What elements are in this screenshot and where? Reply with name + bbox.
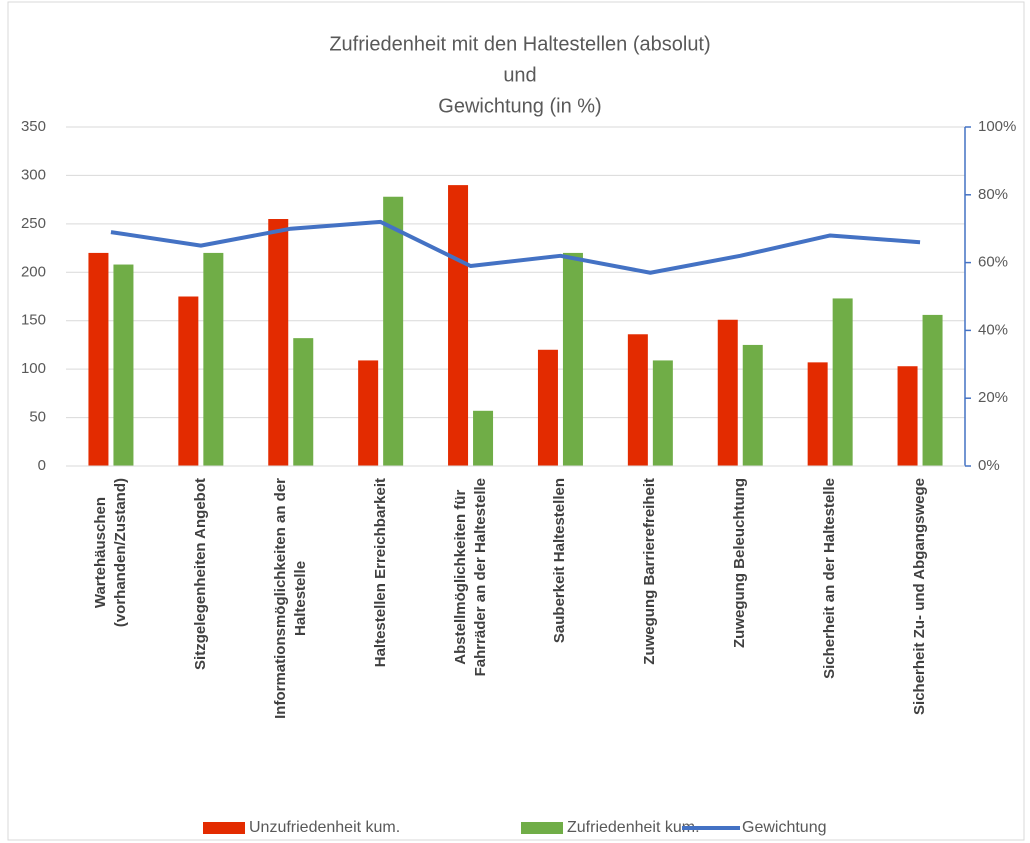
bar	[448, 185, 469, 466]
bar	[627, 334, 648, 466]
bar	[473, 410, 494, 466]
legend-label: Gewichtung	[742, 819, 827, 836]
chart-title: Zufriedenheit mit den Haltestellen (abso…	[329, 33, 710, 55]
bar	[203, 252, 224, 466]
x-tick-label: Wartehäuschen (vorhanden/Zustand)	[91, 478, 129, 628]
y-tick-label: 0	[38, 457, 46, 474]
y2-tick-label: 100%	[978, 118, 1016, 135]
bar	[897, 366, 918, 466]
y-tick-label: 350	[21, 118, 46, 135]
bar	[562, 252, 583, 466]
legend-swatch	[521, 822, 563, 834]
y2-tick-label: 40%	[978, 321, 1008, 338]
x-tick-label: Zuwegung Barrierefreiheit	[641, 478, 659, 665]
bar	[358, 360, 379, 466]
x-tick-label: Sauberkeit Haltestellen	[551, 478, 569, 644]
y-tick-label: 250	[21, 215, 46, 232]
bar	[268, 219, 289, 466]
x-tick-label: Sicherheit an der Haltestelle	[821, 478, 839, 679]
y2-tick-label: 80%	[978, 186, 1008, 203]
bar	[88, 252, 109, 466]
bar	[717, 319, 738, 466]
x-tick-label: Sitzgelegenheiten Angebot	[191, 478, 209, 670]
x-tick-label: Zuwegung Beleuchtung	[731, 478, 749, 648]
y-tick-label: 150	[21, 312, 46, 329]
x-tick-label: Sicherheit Zu- und Abgangswege	[911, 478, 929, 715]
x-tick-label: Haltestellen Erreichbarkeit	[371, 478, 389, 668]
bar	[652, 360, 673, 466]
bar	[178, 296, 199, 466]
chart-border	[7, 1, 1025, 841]
line-series	[110, 219, 921, 275]
y-tick-label: 200	[21, 263, 46, 280]
y2-tick-label: 20%	[978, 389, 1008, 406]
chart-title: Gewichtung (in %)	[438, 95, 601, 117]
y-tick-label: 100	[21, 360, 46, 377]
y-tick-label: 300	[21, 166, 46, 183]
bar	[922, 314, 943, 466]
bar	[293, 338, 314, 466]
legend-label: Zufriedenheit kum.	[567, 819, 700, 836]
bar	[383, 196, 404, 467]
y-tick-label: 50	[29, 409, 46, 426]
bar	[807, 362, 828, 466]
legend-label: Unzufriedenheit kum.	[249, 819, 400, 836]
x-tick-label: Informationsmöglichkeiten an der Haltest…	[271, 478, 309, 719]
legend-swatch	[203, 822, 245, 834]
bar	[113, 264, 134, 466]
bar	[742, 344, 763, 466]
y2-tick-label: 60%	[978, 254, 1008, 271]
y2-tick-label: 0%	[978, 457, 1000, 474]
bar	[537, 349, 558, 466]
bar	[832, 298, 853, 466]
chart-title: und	[503, 64, 536, 86]
x-tick-label: Abstellmöglichkeiten für Fahrräder an de…	[451, 478, 489, 677]
